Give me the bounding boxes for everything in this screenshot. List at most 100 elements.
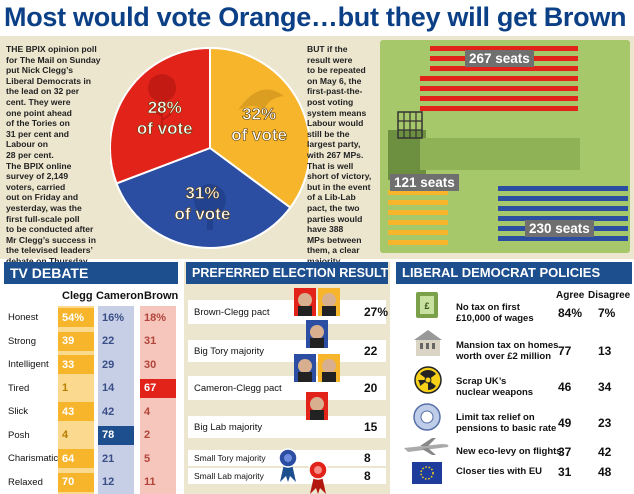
rosette-red-icon [308, 460, 328, 494]
libdem-seats-label: 121 seats [390, 174, 459, 191]
tv-cell: 42 [102, 405, 115, 418]
tv-debate-header: TV DEBATE [4, 262, 178, 284]
preferred-row: Brown-Clegg pact [188, 300, 386, 324]
pie-slice-labour [110, 46, 211, 185]
preferred-row: Big Lab majority [188, 416, 386, 438]
policy-label: No tax on first £10,000 of wages [456, 302, 534, 324]
tv-cell: 4 [62, 429, 69, 441]
tv-cell: 5 [144, 452, 151, 465]
preferred-row: Cameron-Clegg pact [188, 376, 386, 400]
tv-cell: 54% [58, 308, 94, 327]
preferred-row-value: 27% [364, 305, 389, 319]
labour-seats-label: 267 seats [465, 50, 534, 67]
tv-row-label: Posh [8, 429, 30, 441]
preferred-row-value: 8 [364, 451, 371, 465]
tv-cell: 4 [144, 405, 151, 418]
tv-cell: 21 [102, 452, 115, 465]
pie-slice-labour-vote-label: of vote [137, 119, 193, 138]
preferred-row-label: Brown-Clegg pact [194, 306, 270, 318]
tv-cell: 39 [58, 331, 94, 351]
preferred-row-value: 22 [364, 344, 378, 358]
preferred-row-value: 8 [364, 469, 371, 483]
tv-row-label: Honest [8, 312, 39, 323]
article-left-text: THE BPIX opinion poll for The Mail on Su… [6, 44, 101, 266]
tv-debate-panel: TV DEBATE Clegg Cameron Brown Honest 54% 1… [0, 262, 180, 494]
tv-cell: 11 [144, 476, 156, 488]
libdem-seat-row [388, 240, 448, 245]
policy-agree-value: 46 [558, 380, 572, 394]
libdem-seat-row [388, 210, 448, 215]
tv-cell: 64 [58, 449, 94, 468]
tv-cell: 18% [144, 311, 167, 324]
pie-slice-tory [115, 146, 292, 249]
libdem-seat-row [388, 230, 448, 235]
tory-seats-label: 230 seats [525, 220, 594, 237]
labour-seat-row [420, 86, 578, 91]
preferred-result-panel: PREFERRED ELECTION RESULT Brown-Clegg pa… [184, 262, 390, 494]
tv-cell: 43 [58, 402, 94, 421]
preferred-row: Big Tory majority [188, 340, 386, 362]
tv-cell: 16% [102, 311, 125, 324]
pension-icon [413, 403, 441, 431]
policy-label: New eco-levy on flights [456, 446, 562, 457]
libdem-seat-row [388, 200, 448, 205]
tv-cell: 30 [144, 358, 157, 371]
policy-disagree-value: 13 [598, 344, 612, 358]
tv-cell: 1 [62, 382, 69, 394]
eu-flag-icon [412, 462, 442, 484]
labour-seat-row [420, 96, 578, 101]
tree-icon [194, 184, 226, 230]
libdem-policies-panel: LIBERAL DEMOCRAT POLICIES Agree Disagree… [394, 262, 634, 494]
preferred-row-value: 15 [364, 420, 378, 434]
policy-disagree-value: 23 [598, 416, 612, 430]
policy-disagree-value: 34 [598, 380, 612, 394]
col-brown: Brown [144, 290, 179, 302]
rosette-blue-icon [278, 448, 298, 482]
vote-share-pie-chart: 32% of vote 31% of vote 28% of vote [110, 46, 310, 249]
pie-slice-libdem-vote-label: of vote [231, 125, 287, 144]
preferred-row-label: Cameron-Clegg pact [194, 382, 282, 394]
pie-slice-labour-percent-label: 28% [148, 98, 182, 117]
policy-agree-value: 31 [558, 465, 572, 479]
page-title: Most would vote Orange…but they will get… [4, 2, 627, 32]
col-cameron: Cameron [96, 290, 144, 302]
tory-seat-row [498, 236, 628, 241]
tv-cell: 78 [98, 425, 134, 445]
tv-cell: 31 [144, 335, 157, 347]
tv-row-label: Tired [8, 382, 30, 394]
tv-row-label: Intelligent [8, 359, 49, 370]
plane-icon [404, 438, 449, 455]
policy-label: Mansion tax on homes worth over £2 milli… [456, 340, 559, 362]
tory-seat-row [498, 206, 628, 211]
svg-text:£: £ [424, 301, 429, 311]
col-disagree: Disagree [588, 290, 631, 301]
libdem-seat-row [388, 220, 448, 225]
tv-row-label: Strong [8, 335, 36, 347]
col-clegg: Clegg [62, 290, 93, 302]
pie-slice-libdem [209, 46, 310, 210]
tory-seat-row [498, 216, 628, 221]
nuclear-icon [414, 366, 442, 394]
tv-row-label: Charismatic [8, 453, 59, 464]
policy-label: Limit tax relief on pensions to basic ra… [456, 412, 557, 434]
policy-disagree-value: 7% [598, 306, 616, 320]
policy-disagree-value: 42 [598, 445, 612, 459]
tv-cell: 33 [58, 355, 94, 374]
labour-seat-row [420, 106, 578, 111]
labour-seat-row [430, 66, 578, 71]
labour-seat-row [420, 76, 578, 81]
tv-row-label: Relaxed [8, 476, 43, 488]
tv-cell: 2 [144, 429, 151, 441]
tv-cell: 29 [102, 358, 115, 371]
libdem-policies-header: LIBERAL DEMOCRAT POLICIES [396, 262, 632, 284]
preferred-row-label: Small Lab majority [194, 471, 264, 481]
tv-cell: 14 [102, 382, 115, 394]
preferred-row-label: Small Tory majority [194, 453, 266, 463]
preferred-result-header: PREFERRED ELECTION RESULT [186, 262, 388, 284]
preferred-row-label: Big Lab majority [194, 421, 263, 433]
policy-agree-value: 77 [558, 344, 572, 358]
preferred-row-label: Big Tory majority [194, 345, 265, 357]
libdem-seat-row [388, 190, 448, 195]
policy-agree-value: 49 [558, 416, 572, 430]
